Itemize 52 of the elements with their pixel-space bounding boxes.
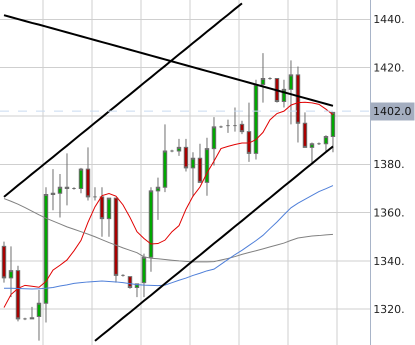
candlestick [310, 142, 314, 164]
y-tick-label: 1320. [373, 303, 405, 316]
y-tick-label: 1380. [373, 158, 405, 172]
candlestick [316, 142, 322, 146]
candlestick [30, 306, 34, 320]
candlestick [148, 186, 154, 272]
candlestick [176, 138, 182, 156]
candlestick [72, 186, 76, 190]
y-tick-label: 1440. [373, 13, 405, 26]
candlestick [268, 76, 272, 80]
line-series [3, 185, 334, 290]
candlestick [170, 149, 174, 153]
candlestick [100, 186, 104, 238]
candlestick [198, 143, 202, 183]
candlestick [324, 134, 328, 153]
candlestick [92, 186, 98, 202]
y-tick-label: 1360. [373, 206, 405, 220]
candlestick [8, 246, 14, 298]
candlestick [226, 119, 230, 134]
candlestick [22, 317, 28, 321]
candlestick [156, 177, 160, 220]
candlestick [218, 125, 224, 129]
candlestick [288, 60, 294, 125]
candlestick [44, 186, 48, 324]
candlestick [246, 102, 252, 162]
candlestick [142, 253, 146, 298]
candlestick [212, 116, 216, 166]
candlestick [2, 241, 6, 284]
candlestick [302, 112, 308, 148]
ref-line-label: 1402.0 [373, 105, 412, 118]
y-tick-label: 1340. [373, 254, 405, 268]
line-series [3, 102, 334, 308]
candlestick [78, 167, 84, 194]
candlestick [36, 289, 42, 342]
candlestick [50, 168, 56, 211]
candlestick [120, 274, 126, 278]
candlestick [162, 124, 168, 193]
candlestick [204, 137, 210, 196]
candlestick [64, 152, 70, 206]
candlestick [296, 66, 300, 144]
candlestick [260, 52, 266, 104]
candlestick [58, 173, 62, 218]
candlestick [184, 138, 188, 172]
y-tick-label: 1420. [373, 62, 405, 74]
candlestick [330, 112, 336, 153]
line-series [3, 198, 334, 262]
candlestick [190, 152, 196, 198]
line-series [94, 145, 334, 342]
candlestick [240, 120, 244, 135]
candlestick [106, 198, 112, 238]
candlestick [86, 146, 90, 202]
candlestick [232, 107, 238, 132]
